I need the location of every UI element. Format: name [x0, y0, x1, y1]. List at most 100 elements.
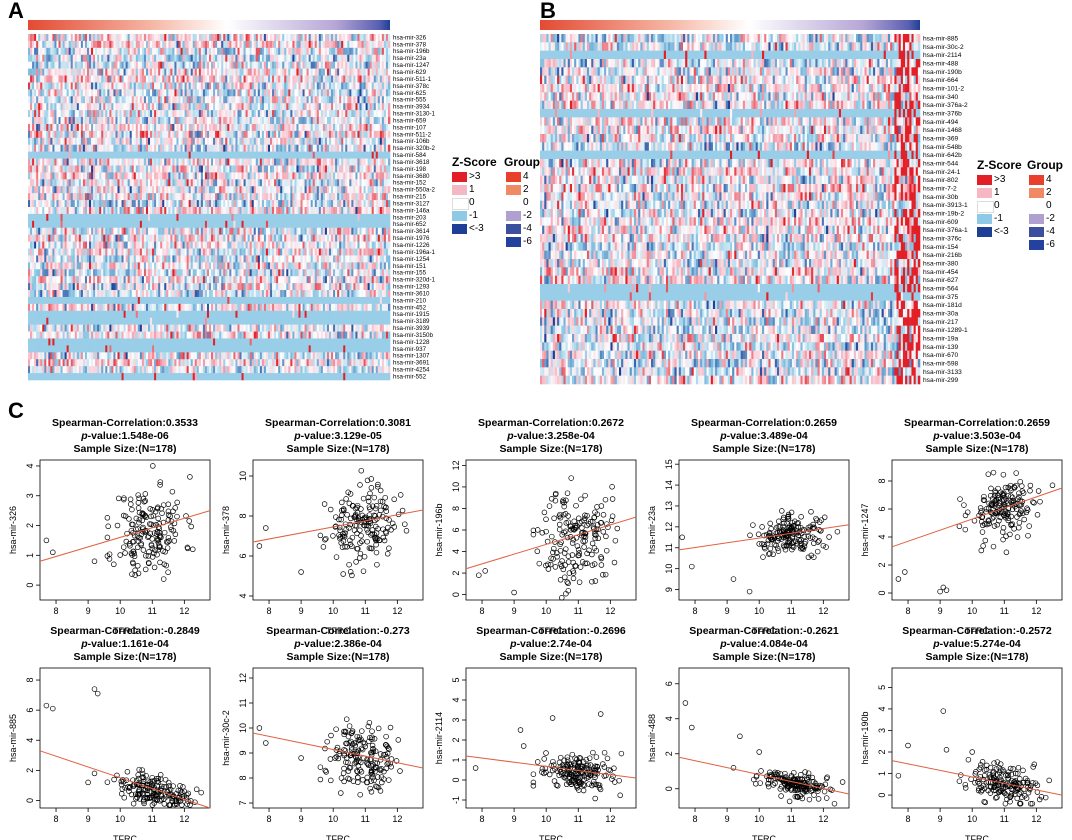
heatmap-cell — [326, 47, 330, 56]
heatmap-cell — [290, 172, 293, 180]
heatmap-cell — [135, 123, 139, 132]
heatmap-cell — [284, 137, 287, 146]
heatmap-cell — [143, 193, 147, 201]
heatmap-cell — [113, 193, 116, 201]
heatmap-cell — [28, 165, 31, 173]
heatmap-cell — [267, 96, 271, 104]
heatmap-cell — [131, 89, 135, 97]
heatmap-cell — [316, 172, 320, 180]
heatmap-cell — [36, 151, 39, 159]
heatmap-cell — [152, 158, 155, 166]
heatmap-cell — [89, 82, 92, 90]
heatmap-cell — [361, 158, 364, 166]
heatmap-cell — [369, 130, 372, 139]
heatmap-cell — [178, 68, 181, 76]
heatmap-cell — [54, 130, 57, 139]
heatmap-cell — [367, 123, 370, 132]
heatmap-cell — [261, 220, 265, 229]
heatmap-cell — [117, 158, 120, 166]
heatmap-cell — [235, 110, 238, 118]
heatmap-cell — [166, 151, 169, 159]
heatmap-cell — [162, 117, 165, 125]
heatmap-cell — [133, 193, 137, 201]
heatmap-cell — [284, 89, 287, 97]
heatmap-cell — [251, 82, 255, 90]
heatmap-cell — [318, 96, 322, 104]
heatmap-cell — [261, 200, 265, 208]
heatmap-cell — [74, 110, 78, 118]
heatmap-cell — [139, 96, 143, 104]
heatmap-cell — [158, 34, 161, 42]
heatmap-cell — [265, 172, 269, 180]
heatmap-cell — [184, 47, 187, 56]
heatmap-cell — [34, 110, 37, 118]
heatmap-cell — [180, 179, 183, 187]
heatmap-cell — [353, 213, 356, 222]
heatmap-cell — [80, 186, 84, 194]
heatmap-cell — [215, 47, 218, 56]
heatmap-cell — [135, 200, 139, 208]
heatmap-cell — [225, 137, 228, 146]
heatmap-cell — [164, 193, 167, 201]
heatmap-cell — [381, 47, 385, 56]
heatmap-cell — [300, 61, 303, 69]
heatmap-cell — [184, 200, 187, 208]
heatmap-cell — [371, 137, 375, 146]
heatmap-cell — [229, 54, 232, 62]
heatmap-cell — [280, 75, 283, 83]
heatmap-cell — [367, 165, 370, 173]
heatmap-cell — [357, 165, 360, 173]
heatmap-cell — [202, 158, 206, 166]
heatmap-cell — [243, 179, 246, 187]
heatmap-cell — [38, 103, 41, 111]
heatmap-cell — [310, 213, 314, 222]
heatmap-cell — [227, 193, 230, 201]
heatmap-cell — [306, 75, 309, 83]
heatmap-cell — [357, 123, 360, 132]
heatmap-cell — [168, 137, 171, 146]
heatmap-cell — [316, 123, 320, 132]
heatmap-cell — [28, 213, 31, 222]
heatmap-cell — [267, 172, 271, 180]
heatmap-cell — [223, 220, 226, 229]
heatmap-cell — [379, 172, 383, 180]
heatmap-cell — [322, 179, 326, 187]
heatmap-cell — [113, 110, 116, 118]
heatmap-cell — [139, 200, 143, 208]
heatmap-cell — [215, 213, 218, 222]
heatmap-cell — [361, 200, 364, 208]
heatmap-cell — [119, 179, 122, 187]
heatmap-cell — [103, 165, 106, 173]
heatmap-cell — [99, 158, 102, 166]
heatmap-cell — [227, 75, 230, 83]
heatmap-cell — [272, 103, 275, 111]
heatmap-cell — [316, 179, 320, 187]
heatmap-cell — [213, 213, 216, 222]
heatmap-cell — [349, 172, 352, 180]
heatmap-cell — [320, 123, 324, 132]
heatmap-cell — [274, 213, 277, 222]
heatmap-cell — [270, 61, 273, 69]
heatmap-cell — [190, 137, 194, 146]
heatmap-cell — [192, 151, 196, 159]
heatmap-cell — [36, 89, 39, 97]
heatmap-cell — [80, 110, 84, 118]
heatmap-cell — [133, 47, 137, 56]
heatmap-cell — [371, 40, 375, 49]
heatmap-cell — [326, 213, 330, 222]
heatmap-cell — [164, 103, 167, 111]
heatmap-cell — [255, 103, 259, 111]
heatmap-cell — [241, 186, 244, 194]
heatmap-cell — [270, 158, 273, 166]
heatmap-cell — [318, 151, 322, 159]
heatmap-cell — [347, 75, 350, 83]
heatmap-cell — [229, 179, 232, 187]
heatmap-cell — [249, 179, 252, 187]
heatmap-cell — [194, 75, 198, 83]
heatmap-cell — [245, 200, 248, 208]
heatmap-cell — [225, 186, 228, 194]
heatmap-cell — [54, 117, 57, 125]
heatmap-cell — [227, 207, 230, 215]
heatmap-cell — [306, 89, 309, 97]
heatmap-cell — [178, 40, 181, 49]
